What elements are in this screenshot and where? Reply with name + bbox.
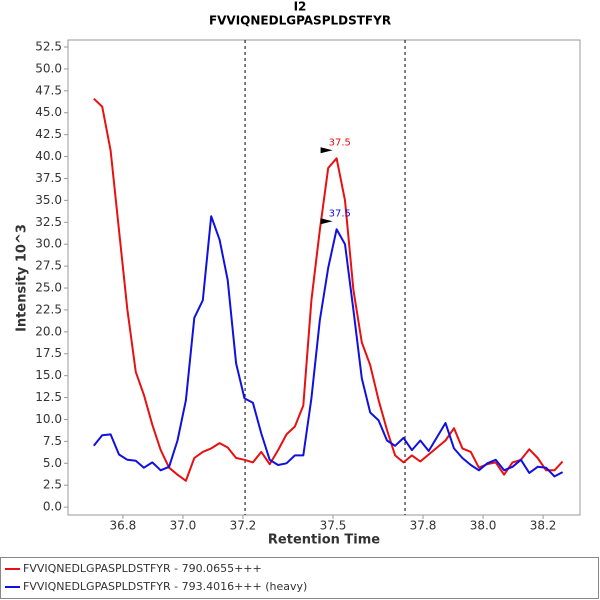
chart-title: I2: [294, 0, 307, 14]
y-tick-label: 27.5: [35, 259, 62, 273]
x-tick-label: 36.8: [110, 519, 137, 533]
y-tick-label: 30.0: [35, 237, 62, 251]
x-tick-label: 37.8: [410, 519, 437, 533]
legend-box: [0, 557, 599, 599]
y-tick-label: 22.5: [35, 302, 62, 316]
x-tick-label: 37.2: [230, 519, 257, 533]
chart-subtitle: FVVIQNEDLGPASPLDSTFYR: [209, 14, 391, 28]
y-tick-label: 50.0: [35, 61, 62, 75]
y-tick-label: 37.5: [35, 171, 62, 185]
legend-label: FVVIQNEDLGPASPLDSTFYR - 790.0655+++: [23, 562, 262, 575]
peak-label: 37.5: [329, 137, 351, 148]
y-tick-label: 5.0: [43, 456, 62, 470]
y-tick-label: 25.0: [35, 281, 62, 295]
x-tick-label: 38.2: [530, 519, 557, 533]
y-tick-label: 2.5: [43, 478, 62, 492]
y-tick-label: 42.5: [35, 127, 62, 141]
peak-arrow: [320, 147, 333, 154]
y-tick-label: 35.0: [35, 193, 62, 207]
y-tick-label: 32.5: [35, 215, 62, 229]
x-tick-label: 37.5: [320, 519, 347, 533]
peak-label: 37.5: [329, 208, 351, 219]
x-axis-label: Retention Time: [268, 533, 380, 548]
y-axis-label: Intensity 10^3: [15, 224, 30, 332]
legend-label: FVVIQNEDLGPASPLDSTFYR - 793.4016+++ (hea…: [23, 580, 307, 593]
y-tick-label: 10.0: [35, 412, 62, 426]
x-tick-label: 38.0: [470, 519, 497, 533]
series-line: [93, 215, 564, 478]
y-tick-label: 40.0: [35, 149, 62, 163]
y-tick-label: 47.5: [35, 83, 62, 97]
y-tick-label: 20.0: [35, 324, 62, 338]
y-tick-label: 52.5: [35, 40, 62, 54]
plot-area: [67, 39, 581, 516]
peak-arrow: [320, 218, 333, 225]
y-tick-label: 17.5: [35, 346, 62, 360]
y-tick-label: 7.5: [43, 434, 62, 448]
y-tick-label: 12.5: [35, 390, 62, 404]
x-tick-label: 37.0: [170, 519, 197, 533]
y-tick-label: 15.0: [35, 368, 62, 382]
y-tick-label: 45.0: [35, 105, 62, 119]
y-tick-label: 0.0: [43, 500, 62, 514]
